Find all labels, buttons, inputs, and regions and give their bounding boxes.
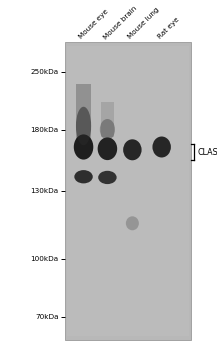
Bar <box>65 42 191 340</box>
Ellipse shape <box>98 138 117 160</box>
Ellipse shape <box>76 107 91 145</box>
Ellipse shape <box>123 139 141 160</box>
Bar <box>67 46 189 336</box>
Bar <box>77 84 91 140</box>
Text: CLASP2: CLASP2 <box>198 148 217 157</box>
Ellipse shape <box>98 171 117 184</box>
Ellipse shape <box>100 119 115 140</box>
Text: 180kDa: 180kDa <box>30 126 59 133</box>
Ellipse shape <box>152 136 171 158</box>
Text: 100kDa: 100kDa <box>30 256 59 262</box>
Ellipse shape <box>74 170 93 183</box>
Ellipse shape <box>126 216 139 230</box>
Text: 70kDa: 70kDa <box>35 314 59 320</box>
Bar <box>101 102 114 136</box>
Text: 130kDa: 130kDa <box>30 188 59 194</box>
Text: Mouse lung: Mouse lung <box>127 7 161 40</box>
Text: Mouse brain: Mouse brain <box>102 5 138 40</box>
Text: Rat eye: Rat eye <box>156 16 180 40</box>
Text: Mouse eye: Mouse eye <box>78 8 110 40</box>
Text: 250kDa: 250kDa <box>30 69 59 75</box>
Ellipse shape <box>74 134 93 160</box>
